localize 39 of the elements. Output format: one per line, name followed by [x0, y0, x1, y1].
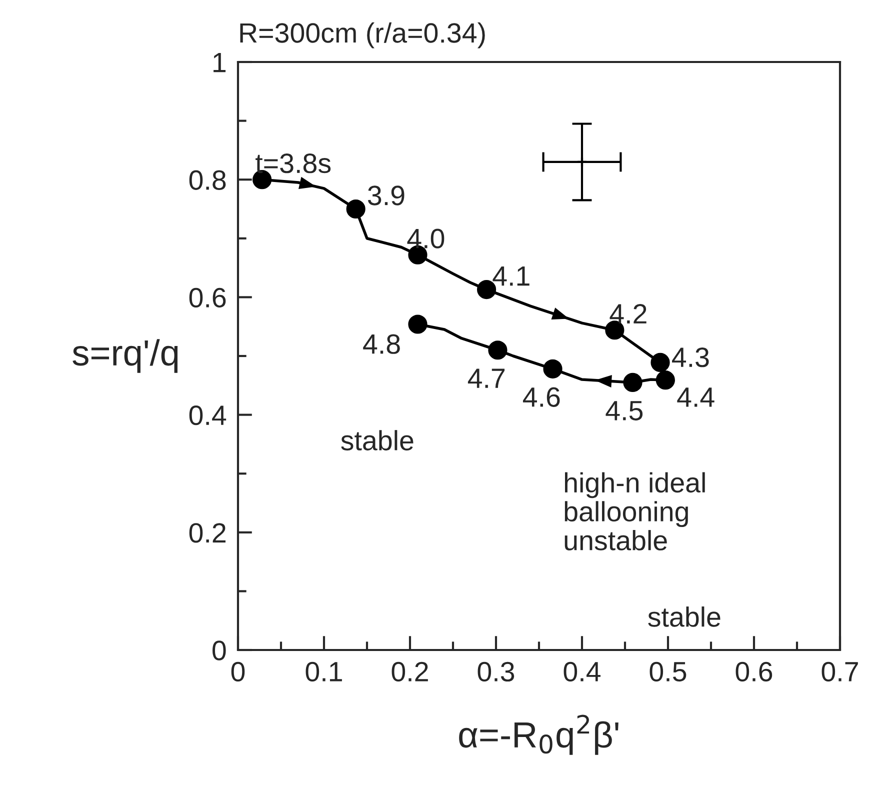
annotation: 4.4 [677, 388, 714, 407]
y-tick-label: 0.2 [189, 523, 226, 543]
point [543, 359, 562, 378]
point [623, 372, 642, 392]
point [346, 199, 366, 219]
x-tick-label: 0.7 [822, 662, 858, 682]
annotation: 3.9 [368, 186, 404, 206]
chart-title: R=300cm (r/a=0.34) [240, 22, 485, 48]
y-axis-title: s=rq'/q [72, 339, 178, 373]
point [408, 314, 428, 334]
y-tick-label: 1 [214, 52, 226, 72]
y-tick-label: 0.8 [189, 170, 226, 190]
annotation: high-n ideal ballooning unstable [564, 472, 705, 550]
annotation: t=3.8s [256, 154, 331, 174]
y-tick-label: 0.4 [189, 405, 226, 426]
x-axis-title: α=-R$_{0}$q$^{2}$β' [459, 714, 618, 755]
annotation: 4.7 [468, 368, 505, 388]
y-tick-label: 0 [212, 640, 226, 660]
annotation: 4.0 [407, 228, 444, 248]
x-tick-label: 0.4 [564, 662, 600, 682]
point [488, 340, 508, 360]
point [650, 352, 670, 372]
annotation: 4.1 [492, 266, 530, 286]
annotation: 4.2 [610, 304, 646, 324]
annotation: stable [648, 606, 720, 627]
x-tick-label: 0 [231, 662, 245, 682]
annotation: 4.6 [522, 387, 560, 407]
y-tick-label: 0.6 [189, 288, 226, 308]
x-tick-label: 0.2 [392, 662, 428, 682]
annotation: 4.3 [672, 347, 709, 368]
annotation: 4.5 [606, 401, 643, 420]
point [576, 156, 588, 168]
x-tick-label: 0.1 [306, 662, 342, 682]
x-tick-label: 0.6 [736, 662, 772, 682]
annotation: stable [341, 430, 414, 450]
annotation: 4.8 [363, 334, 400, 354]
x-tick-label: 0.5 [650, 662, 686, 682]
point [656, 370, 675, 390]
x-tick-label: 0.3 [478, 662, 514, 682]
